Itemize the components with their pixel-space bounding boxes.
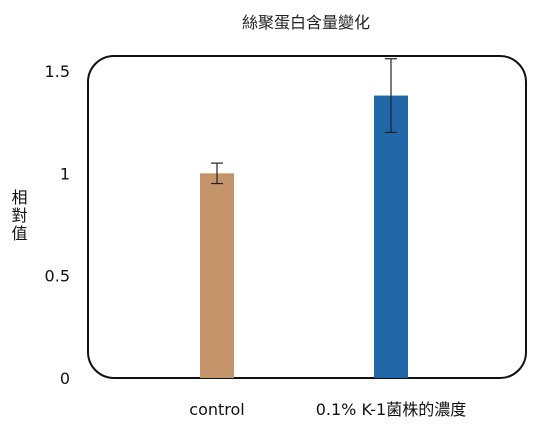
x-tick-label: 0.1% K-1菌株的濃度 [316, 400, 467, 419]
chart-title: 絲聚蛋白含量變化 [242, 13, 370, 32]
bars-group [200, 58, 408, 378]
y-tick-label: 0 [60, 369, 70, 388]
bar-1 [374, 95, 408, 378]
y-axis-label: 相對值 [9, 189, 28, 243]
y-tick-labels: 0 0.5 1 1.5 [45, 62, 70, 388]
y-tick-label: 1.5 [45, 62, 70, 81]
plot-frame [87, 55, 527, 379]
y-tick-label: 1 [60, 164, 70, 183]
x-tick-labels: control 0.1% K-1菌株的濃度 [189, 400, 466, 419]
x-tick-label: control [189, 400, 244, 419]
y-tick-label: 0.5 [45, 267, 70, 286]
bar-0 [200, 173, 234, 378]
